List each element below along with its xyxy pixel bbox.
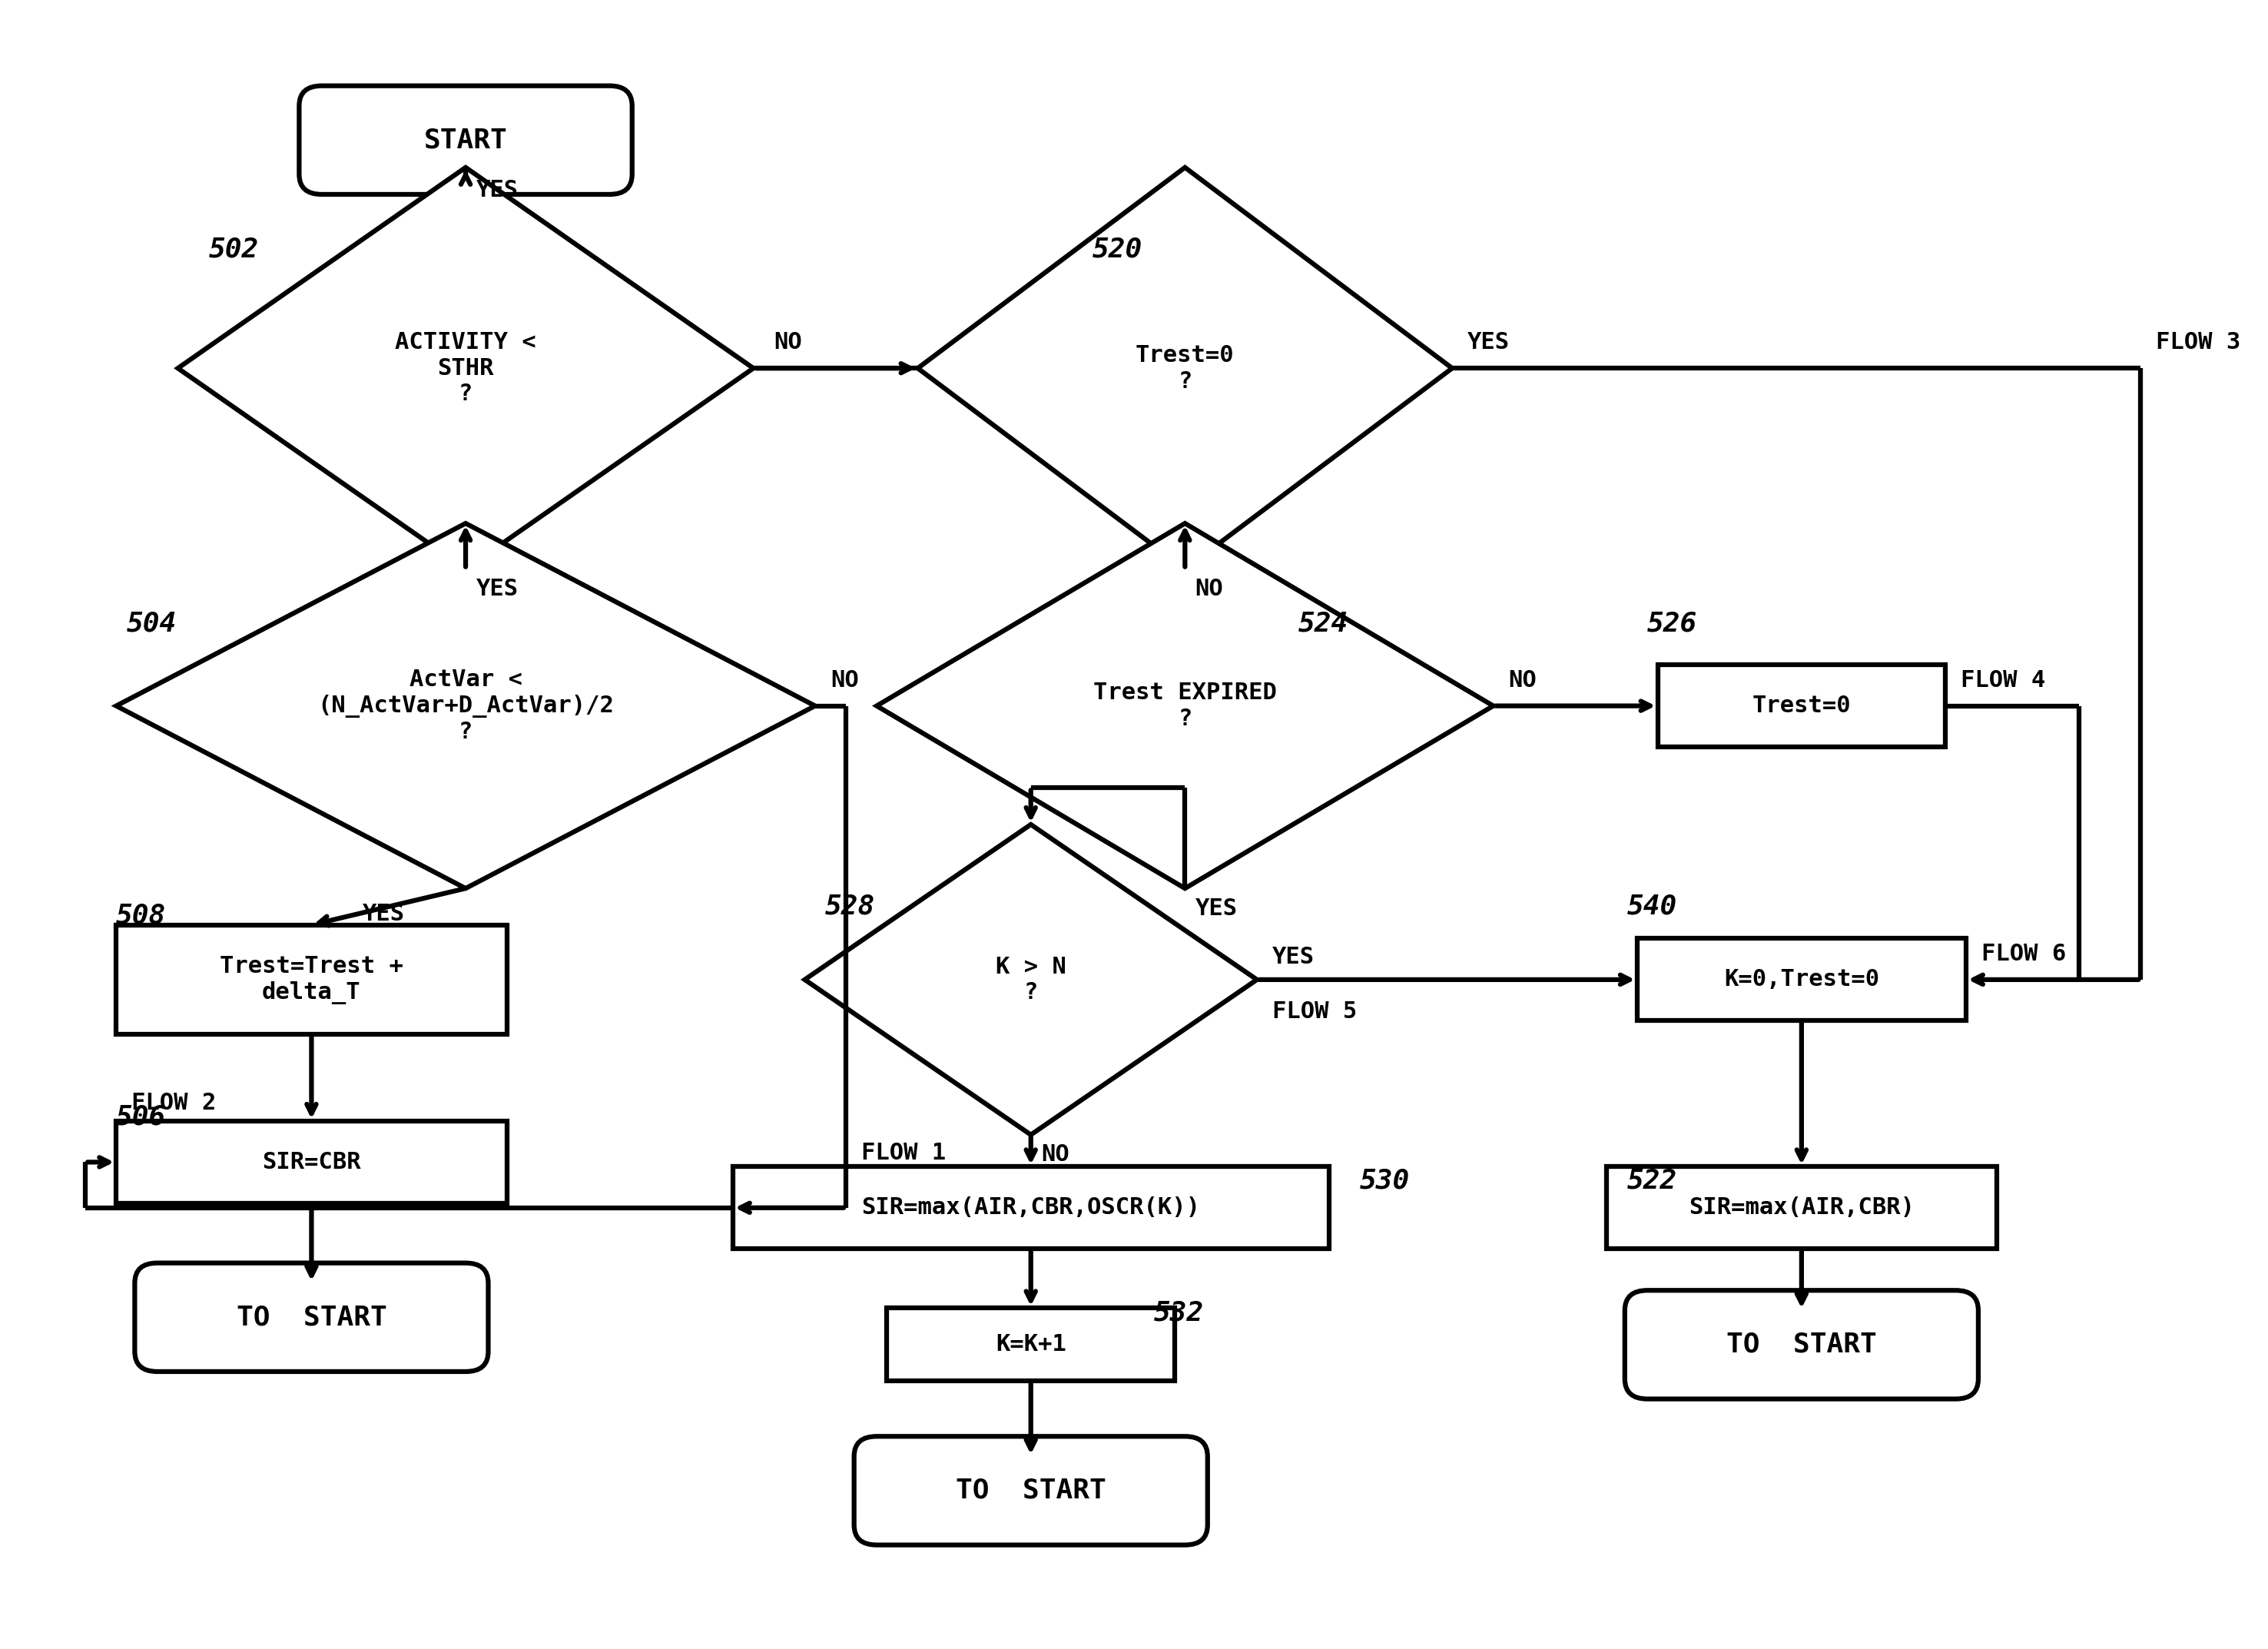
FancyBboxPatch shape — [299, 86, 633, 195]
Bar — [116, 1121, 506, 1204]
Text: TO  START: TO START — [236, 1304, 386, 1331]
Text: FLOW 6: FLOW 6 — [1982, 943, 2066, 965]
Text: 540: 540 — [1626, 894, 1676, 920]
Text: NO: NO — [1041, 1144, 1068, 1166]
Polygon shape — [919, 168, 1452, 569]
Text: YES: YES — [1195, 897, 1238, 920]
Text: TO  START: TO START — [955, 1478, 1107, 1504]
FancyBboxPatch shape — [134, 1263, 488, 1372]
Bar — [116, 925, 506, 1034]
Text: FLOW 2: FLOW 2 — [132, 1092, 215, 1115]
Text: SIR=max(AIR,CBR,OSCR(K)): SIR=max(AIR,CBR,OSCR(K)) — [862, 1197, 1200, 1219]
Text: K=K+1: K=K+1 — [996, 1334, 1066, 1355]
Text: 530: 530 — [1361, 1167, 1411, 1194]
Text: 506: 506 — [116, 1103, 166, 1130]
Text: YES: YES — [476, 577, 519, 600]
Bar — [1606, 1167, 1996, 1248]
Polygon shape — [177, 168, 753, 569]
Text: 526: 526 — [1647, 610, 1696, 637]
Text: FLOW 4: FLOW 4 — [1962, 669, 2046, 691]
Text: K=0,Trest=0: K=0,Trest=0 — [1724, 968, 1880, 991]
Text: 520: 520 — [1093, 236, 1143, 262]
Text: Trest=Trest +
delta_T: Trest=Trest + delta_T — [220, 955, 404, 1004]
Text: 522: 522 — [1626, 1167, 1676, 1194]
Bar — [733, 1167, 1329, 1248]
Bar — [1658, 665, 1946, 747]
FancyBboxPatch shape — [855, 1436, 1207, 1545]
Text: SIR=CBR: SIR=CBR — [263, 1151, 361, 1174]
Text: NO: NO — [1195, 577, 1222, 600]
Text: NO: NO — [830, 669, 860, 691]
Polygon shape — [878, 523, 1492, 889]
Text: FLOW 5: FLOW 5 — [1272, 1001, 1356, 1022]
Polygon shape — [116, 523, 814, 889]
Text: YES: YES — [1467, 331, 1510, 355]
Text: NO: NO — [773, 331, 803, 355]
Text: 532: 532 — [1154, 1299, 1204, 1326]
Bar — [1637, 938, 1966, 1021]
Text: FLOW 3: FLOW 3 — [2157, 331, 2241, 355]
Text: Trest=0: Trest=0 — [1753, 694, 1851, 717]
Text: 528: 528 — [826, 894, 875, 920]
Text: 504: 504 — [127, 610, 177, 637]
Text: YES: YES — [1272, 945, 1315, 968]
Bar — [887, 1308, 1175, 1382]
Text: Trest EXPIRED
?: Trest EXPIRED ? — [1093, 681, 1277, 731]
Text: 508: 508 — [116, 902, 166, 928]
FancyBboxPatch shape — [1624, 1291, 1978, 1398]
Text: YES: YES — [476, 180, 519, 201]
Text: TO  START: TO START — [1726, 1332, 1876, 1357]
Text: K > N
?: K > N ? — [996, 955, 1066, 1004]
Text: FLOW 1: FLOW 1 — [862, 1141, 946, 1164]
Text: 502: 502 — [209, 236, 259, 262]
Text: ActVar <
(N_ActVar+D_ActVar)/2
?: ActVar < (N_ActVar+D_ActVar)/2 ? — [318, 668, 615, 744]
Text: NO: NO — [1508, 669, 1538, 691]
Text: YES: YES — [363, 902, 406, 925]
Text: ACTIVITY <
STHR
?: ACTIVITY < STHR ? — [395, 331, 535, 406]
Text: START: START — [424, 127, 508, 153]
Text: 524: 524 — [1297, 610, 1347, 637]
Text: SIR=max(AIR,CBR): SIR=max(AIR,CBR) — [1690, 1197, 1914, 1219]
Text: Trest=0
?: Trest=0 ? — [1136, 345, 1234, 392]
Polygon shape — [805, 824, 1256, 1135]
